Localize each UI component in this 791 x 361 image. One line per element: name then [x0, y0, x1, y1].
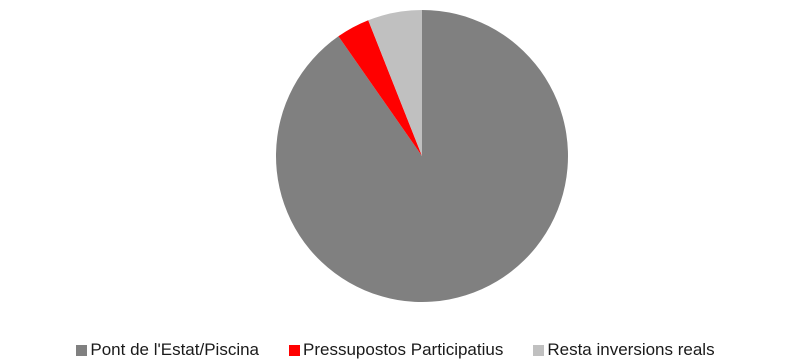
legend-item-pont-estat: Pont de l'Estat/Piscina [76, 340, 259, 360]
legend-swatch-pont-estat [76, 344, 88, 356]
legend-item-resta-inversions: Resta inversions reals [533, 340, 715, 360]
pie-slices [275, 9, 568, 302]
pie-slice-pressupostos [338, 20, 422, 156]
legend-swatch-pressupostos [289, 344, 301, 356]
legend-label-pont-estat: Pont de l'Estat/Piscina [90, 340, 260, 359]
pie-slice-resta-inversions [368, 9, 422, 156]
legend-label-pressupostos: Pressupostos Participatius [303, 340, 504, 359]
chart-legend: Pont de l'Estat/Piscina Pressupostos Par… [0, 340, 791, 360]
legend-item-pressupostos: Pressupostos Participatius [289, 340, 503, 360]
legend-swatch-resta-inversions [533, 344, 545, 356]
legend-label-resta-inversions: Resta inversions reals [547, 340, 715, 359]
pie-slice-pont-estat [275, 10, 568, 302]
